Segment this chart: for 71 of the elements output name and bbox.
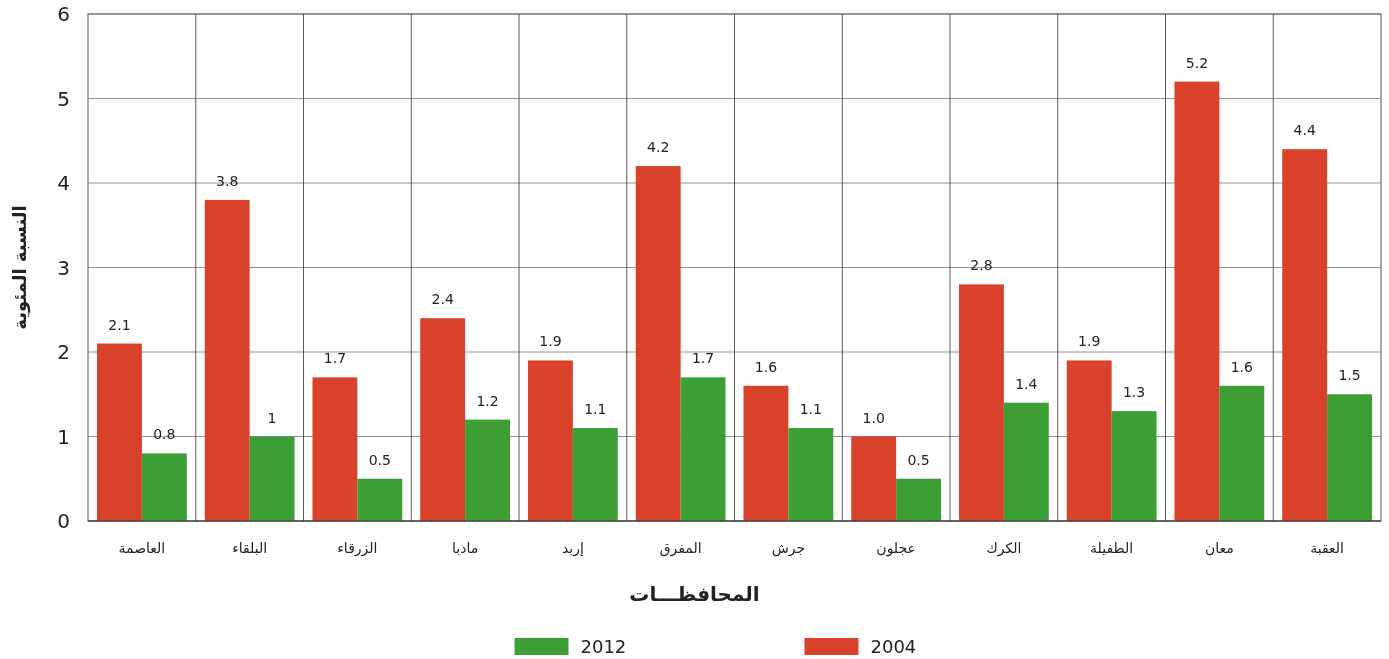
y-axis-title: النسبة المئوية <box>9 205 31 330</box>
data-label: 1.5 <box>1338 367 1361 384</box>
bar <box>896 478 942 521</box>
bar <box>851 436 897 521</box>
bar <box>1066 360 1112 521</box>
bar <box>420 318 466 521</box>
data-label: 0.8 <box>153 426 176 443</box>
data-label: 3.8 <box>216 172 239 189</box>
bar <box>788 428 834 521</box>
x-tick-label: الطفيلة <box>1090 540 1134 556</box>
bar <box>465 419 511 521</box>
data-label: 1.6 <box>1230 358 1254 375</box>
bar <box>312 377 358 521</box>
bar <box>357 478 403 521</box>
x-tick-label: معان <box>1204 540 1234 556</box>
x-axis-title: المحافظـــات <box>629 582 760 606</box>
data-label: 1.3 <box>1122 384 1146 401</box>
data-label: 1.9 <box>539 333 562 350</box>
data-label: 1.1 <box>799 401 822 418</box>
bar <box>204 199 250 521</box>
bar <box>572 428 618 521</box>
data-label: 5.2 <box>1185 54 1209 71</box>
bar <box>527 360 573 521</box>
bar <box>249 436 295 521</box>
data-label: 0.5 <box>368 451 391 468</box>
data-label: 1.0 <box>862 409 885 426</box>
bar <box>1219 385 1265 521</box>
bar <box>96 343 142 521</box>
data-label: 1 <box>267 409 277 426</box>
data-label: 2.1 <box>108 316 131 333</box>
data-label: 1.7 <box>691 350 715 367</box>
bar <box>1111 411 1157 521</box>
x-tick-label: المفرق <box>659 540 702 557</box>
x-tick-label: مادبا <box>452 540 479 556</box>
data-label: 2.4 <box>431 291 454 308</box>
y-tick-label: 2 <box>57 340 70 364</box>
bar <box>1003 402 1049 521</box>
data-label: 0.5 <box>907 451 930 468</box>
x-tick-label: إربد <box>561 540 584 557</box>
y-tick-label: 5 <box>57 86 70 111</box>
y-tick-label: 0 <box>57 509 70 533</box>
bar <box>141 453 187 521</box>
x-tick-label: العاصمة <box>118 540 166 556</box>
bar <box>958 284 1004 521</box>
data-label: 4.2 <box>647 139 670 156</box>
x-tick-label: البلقاء <box>232 540 268 556</box>
legend-label: 2004 <box>870 636 917 657</box>
x-tick-label: جرش <box>771 540 806 557</box>
bar <box>1282 149 1328 521</box>
y-tick-label: 1 <box>57 424 70 449</box>
data-label: 1.4 <box>1015 375 1038 392</box>
data-label: 1.9 <box>1078 333 1101 350</box>
x-tick-label: عجلون <box>876 540 916 557</box>
data-label: 1.2 <box>476 392 499 409</box>
y-tick-label: 3 <box>57 255 70 280</box>
y-tick-label: 4 <box>57 171 70 195</box>
bar <box>635 166 681 521</box>
data-label: 2.8 <box>970 257 993 274</box>
legend-label: 2012 <box>580 636 627 657</box>
data-label: 1.1 <box>584 401 607 418</box>
bar <box>680 377 726 521</box>
bar <box>743 385 789 521</box>
data-label: 1.6 <box>754 358 778 375</box>
data-label: 1.7 <box>323 350 347 367</box>
data-label: 4.4 <box>1293 122 1316 139</box>
x-tick-label: الكرك <box>986 540 1022 557</box>
x-tick-label: الزرقاء <box>337 540 378 557</box>
bar <box>1327 394 1373 521</box>
x-tick-label: العقبة <box>1310 540 1344 556</box>
y-tick-label: 6 <box>57 2 70 26</box>
bar <box>1174 81 1220 521</box>
